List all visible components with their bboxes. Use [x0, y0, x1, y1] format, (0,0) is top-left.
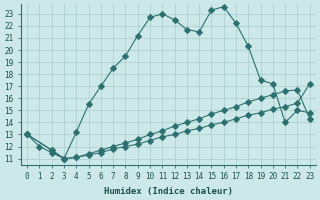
X-axis label: Humidex (Indice chaleur): Humidex (Indice chaleur)	[104, 187, 233, 196]
